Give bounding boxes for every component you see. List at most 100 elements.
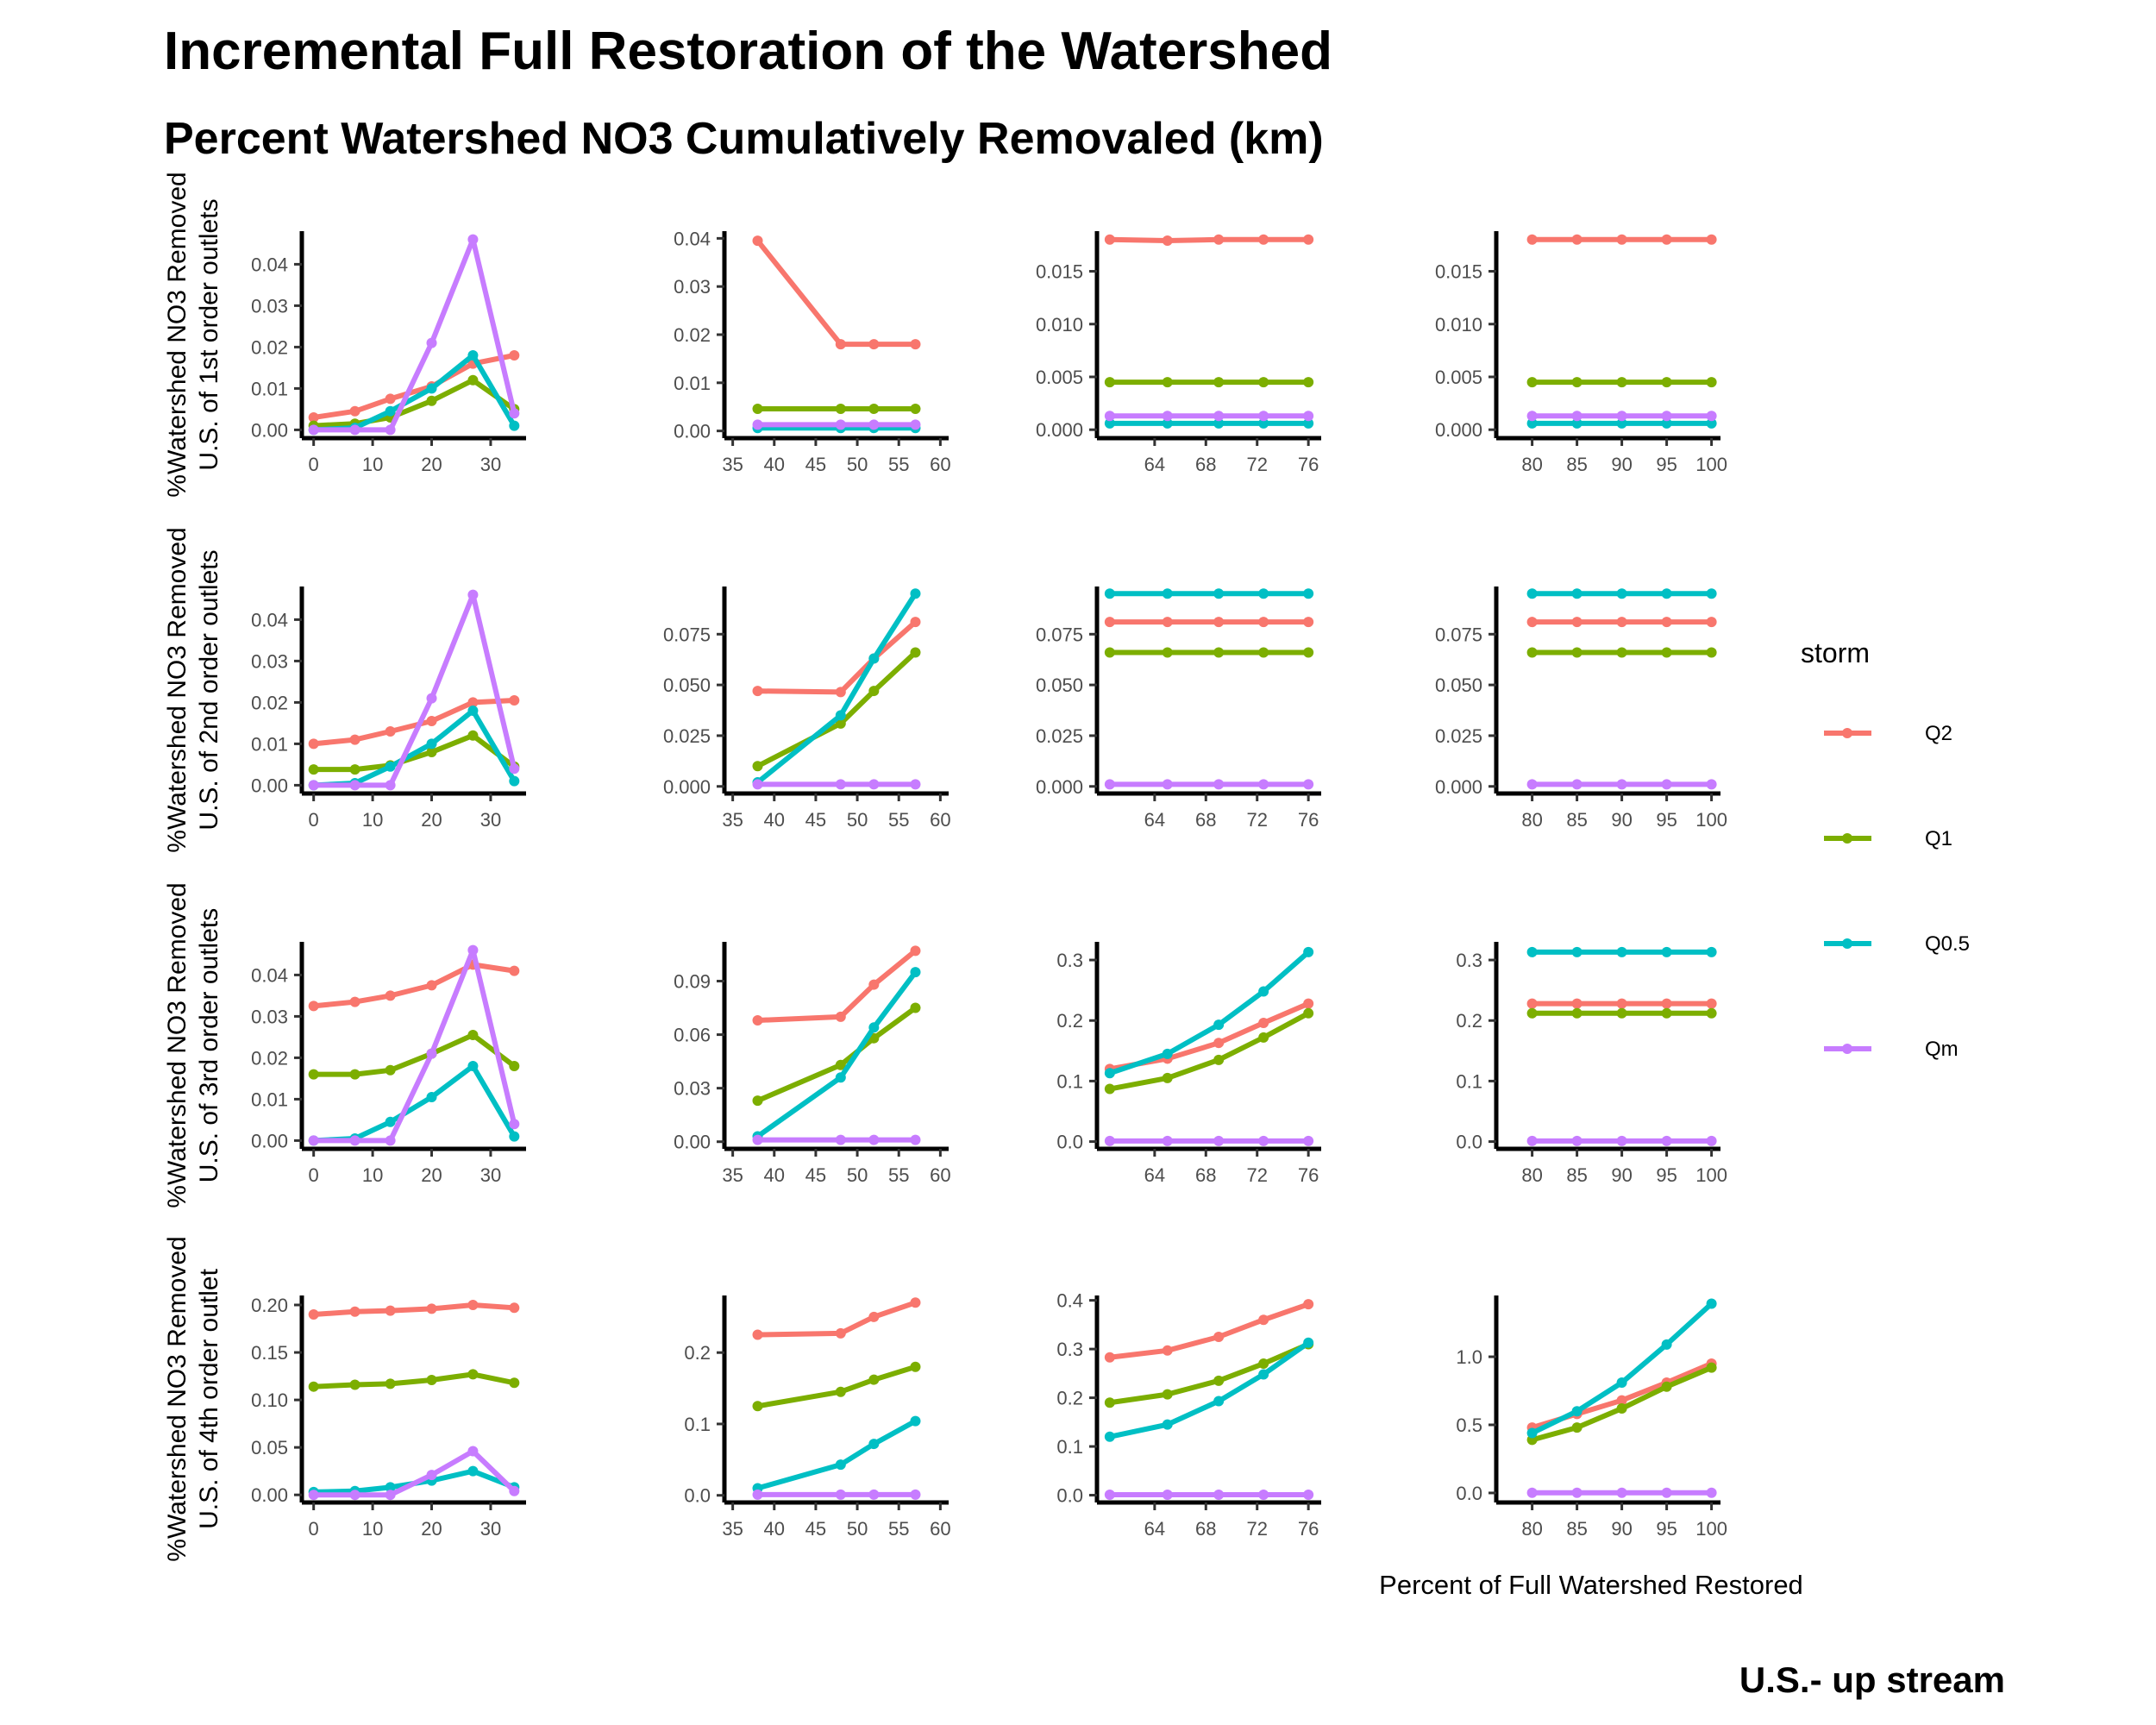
data-point-Q2 [385, 1305, 396, 1316]
data-point-Qm [1258, 1135, 1269, 1146]
x-tick-label: 35 [722, 809, 743, 831]
data-point-Qm [467, 1446, 479, 1457]
y-tick-label: 0.0 [1056, 1485, 1083, 1507]
data-point-Q0.5 [1258, 986, 1269, 997]
y-tick-label: 0.15 [251, 1342, 288, 1364]
series-line-Q0.5 [755, 592, 918, 785]
y-tick-label: 0.03 [251, 1006, 288, 1027]
data-point-Q1 [835, 718, 846, 729]
y-tick-label: 0.2 [1056, 1010, 1083, 1032]
panel-r1-c2: 0.00 0.01 0.02 0.03 0.04 35 40 45 50 55 60 [674, 228, 950, 475]
data-point-Q2 [426, 980, 437, 991]
legend: storm Q2 Q1 Q0.5 Qm [1801, 637, 1970, 1061]
data-point-Q1 [1706, 1362, 1717, 1373]
x-tick-label: 0 [309, 809, 319, 831]
data-point-Q2 [752, 235, 763, 247]
x-tick-label: 30 [480, 1518, 501, 1540]
data-point-Q1 [1616, 377, 1627, 388]
data-point-Q0.5 [1303, 588, 1314, 599]
y-tick-label: 0.050 [663, 674, 711, 696]
panel-r2-c1: 0.00 0.01 0.02 0.03 0.04 0 10 20 30 [251, 586, 526, 831]
y-tick-label: 0.02 [674, 324, 711, 346]
data-point-Q2 [1162, 1345, 1173, 1356]
data-point-Q1 [385, 1378, 396, 1389]
data-point-Q0.5 [1213, 417, 1225, 429]
data-point-Qm [385, 424, 396, 436]
data-point-Q0.5 [385, 405, 396, 417]
data-point-Q0.5 [1661, 946, 1672, 957]
data-point-Q0.5 [385, 1482, 396, 1493]
x-tick-label: 0 [309, 454, 319, 475]
y-tick-label: 0.04 [251, 964, 288, 986]
x-tick-label: 68 [1195, 1518, 1216, 1540]
data-point-Q1 [1706, 377, 1717, 388]
data-point-Q2 [1162, 235, 1173, 247]
x-tick-label: 0 [309, 1164, 319, 1186]
series-line-Q2 [757, 1300, 917, 1338]
data-point-Q2 [752, 1329, 763, 1340]
data-point-Q1 [1104, 1397, 1115, 1408]
data-point-Q1 [1571, 1007, 1583, 1019]
x-tick-label: 40 [764, 454, 785, 475]
legend-key-point [1842, 833, 1852, 844]
x-tick-label: 95 [1656, 809, 1677, 831]
panel-r3-c2: 0.00 0.03 0.06 0.09 35 40 45 50 55 60 [674, 942, 951, 1186]
x-tick-label: 35 [722, 1164, 743, 1186]
data-point-Q2 [509, 350, 520, 361]
data-point-Q0.5 [910, 588, 921, 599]
data-point-Qm [509, 1485, 520, 1496]
x-tick-label: 0 [309, 1518, 319, 1540]
data-point-Q2 [835, 687, 846, 698]
y-tick-label: 0.00 [674, 421, 711, 442]
data-point-Q2 [752, 686, 763, 697]
data-point-Qm [1526, 411, 1538, 422]
data-point-Q0.5 [1162, 1048, 1173, 1059]
data-point-Q1 [385, 1064, 396, 1076]
x-tick-label: 100 [1695, 1518, 1727, 1540]
y-tick-label: 0.1 [1456, 1070, 1482, 1092]
data-point-Qm [1258, 411, 1269, 422]
panel-r1-c4: 0.000 0.005 0.010 0.015 80 85 90 95 100 [1435, 231, 1727, 475]
data-point-Q1 [1213, 377, 1225, 388]
data-point-Q1 [1661, 377, 1672, 388]
data-point-Q0.5 [1526, 946, 1538, 957]
data-point-Q1 [835, 403, 846, 414]
panel-r3-c3: 0.0 0.1 0.2 0.3 64 68 72 76 [1056, 942, 1321, 1186]
data-point-Q2 [1213, 1038, 1225, 1049]
y-tick-label: 0.4 [1056, 1290, 1083, 1312]
data-point-Q0.5 [467, 350, 479, 361]
data-point-Q1 [752, 1401, 763, 1412]
x-tick-label: 64 [1144, 809, 1165, 831]
y-tick-label: 0.025 [663, 725, 711, 747]
x-tick-label: 64 [1144, 1164, 1165, 1186]
x-tick-label: 76 [1298, 1518, 1319, 1540]
data-point-Q1 [1104, 377, 1115, 388]
series-line-Q2 [313, 698, 515, 747]
data-point-Q0.5 [1104, 1068, 1115, 1079]
data-point-Qm [1303, 1489, 1314, 1500]
data-point-Q1 [1526, 377, 1538, 388]
legend-item-Q2: Q2 [1824, 722, 1952, 745]
data-point-Q0.5 [1104, 417, 1115, 429]
x-tick-label: 20 [421, 454, 442, 475]
data-point-Qm [426, 337, 437, 348]
y-tick-label: 0.04 [251, 254, 288, 275]
data-point-Qm [1162, 779, 1173, 790]
data-point-Q2 [349, 405, 360, 417]
data-point-Qm [1213, 1489, 1225, 1500]
y-tick-label: 0.075 [663, 624, 711, 645]
data-point-Q2 [349, 734, 360, 745]
x-tick-label: 60 [930, 1518, 950, 1540]
x-tick-label: 80 [1521, 809, 1542, 831]
data-point-Qm [1661, 411, 1672, 422]
data-point-Q2 [509, 1302, 520, 1314]
series-line-Q1 [313, 1371, 515, 1389]
data-point-Q0.5 [509, 420, 520, 431]
row-label-line1: %Watershed NO3 Removed [163, 1236, 191, 1561]
x-tick-label: 95 [1656, 1164, 1677, 1186]
legend-label: Q0.5 [1925, 932, 1970, 956]
x-tick-label: 30 [480, 1164, 501, 1186]
data-point-Q0.5 [1526, 588, 1538, 599]
data-point-Qm [385, 1135, 396, 1146]
